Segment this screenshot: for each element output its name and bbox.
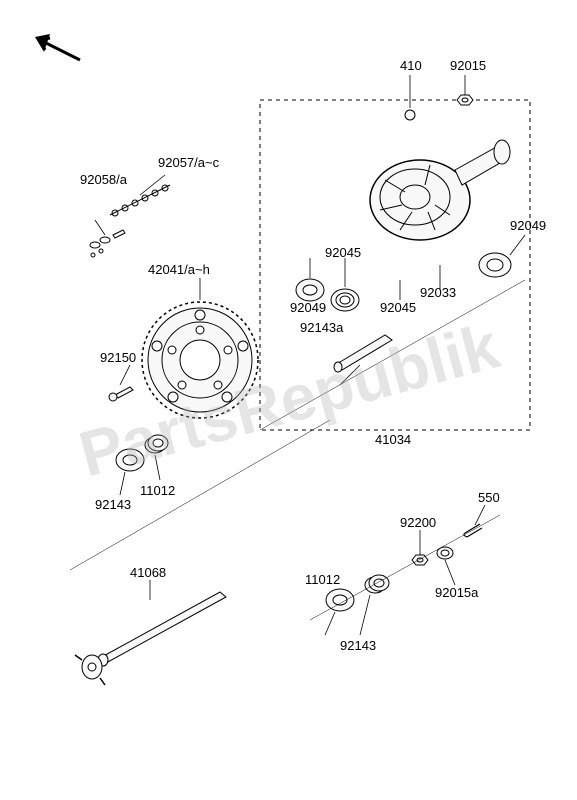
label-92143-left: 92143 [95, 497, 131, 512]
parts-diagram: PartsRepublik 92015 410 92057/a~c 92058/… [0, 0, 577, 800]
label-92057: 92057/a~c [158, 155, 219, 170]
label-42041: 42041/a~h [148, 262, 210, 277]
exploded-view-svg [0, 0, 577, 800]
label-41068: 41068 [130, 565, 166, 580]
label-92143-bot: 92143 [340, 638, 376, 653]
label-11012-bot: 11012 [305, 572, 340, 587]
label-410: 410 [400, 58, 422, 73]
label-92045-right: 92045 [380, 300, 416, 315]
label-11012-top: 11012 [140, 483, 175, 498]
label-92015: 92015 [450, 58, 486, 73]
label-92015a: 92015a [435, 585, 478, 600]
label-92033: 92033 [420, 285, 456, 300]
label-550: 550 [478, 490, 500, 505]
label-92150: 92150 [100, 350, 136, 365]
label-92045-left: 92045 [325, 245, 361, 260]
label-92049-mid: 92049 [290, 300, 326, 315]
label-92200: 92200 [400, 515, 436, 530]
label-41034: 41034 [375, 432, 411, 447]
label-92058: 92058/a [80, 172, 127, 187]
label-92143a: 92143a [300, 320, 343, 335]
label-92049-top: 92049 [510, 218, 546, 233]
